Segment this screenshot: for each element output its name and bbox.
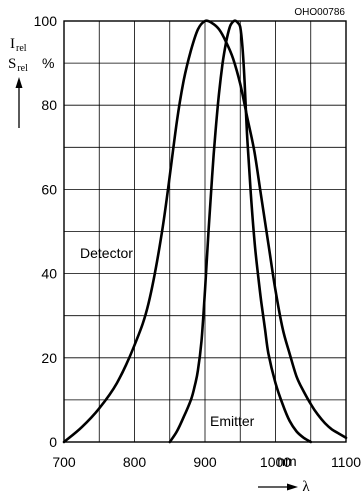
y-tick-label: 0 — [49, 434, 57, 450]
y-tick-label: 40 — [41, 266, 57, 282]
figure-code: OHO00786 — [294, 7, 345, 18]
y-symbol-i: I — [10, 36, 15, 52]
x-arrow-icon — [258, 483, 298, 491]
x-tick-label: 1000 — [260, 454, 291, 470]
y-subscript-s: rel — [17, 63, 28, 74]
series-line-detector — [62, 19, 348, 444]
x-axis-label: nm λ — [258, 453, 310, 493]
x-tick-label: 900 — [193, 454, 217, 470]
series-line-emitter — [168, 19, 313, 444]
series-label-detector: Detector — [80, 245, 133, 261]
svg-text:Srel: Srel — [8, 56, 28, 74]
x-tick-label: 800 — [123, 454, 147, 470]
grid — [64, 21, 346, 442]
x-unit: nm — [277, 453, 296, 469]
y-tick-label: 80 — [41, 97, 57, 113]
y-tick-label: 100 — [34, 13, 58, 29]
y-subscript-i: rel — [16, 43, 27, 54]
y-tick-label: 60 — [41, 181, 57, 197]
series-group — [62, 19, 348, 444]
y-tick-label: 20 — [41, 350, 57, 366]
series-label-emitter: Emitter — [210, 413, 255, 429]
y-symbol-s: S — [8, 56, 16, 72]
tick-labels: 700 800 900 1000 1100 0 20 40 60 80 100 — [34, 13, 362, 470]
svg-text:Irel: Irel — [10, 36, 27, 54]
x-tick-label: 1100 — [331, 454, 361, 470]
x-tick-label: 700 — [52, 454, 76, 470]
y-unit: % — [42, 55, 54, 71]
y-arrow-icon — [15, 77, 23, 128]
y-axis-label: Irel Srel % — [8, 36, 54, 128]
x-symbol: λ — [302, 479, 310, 493]
